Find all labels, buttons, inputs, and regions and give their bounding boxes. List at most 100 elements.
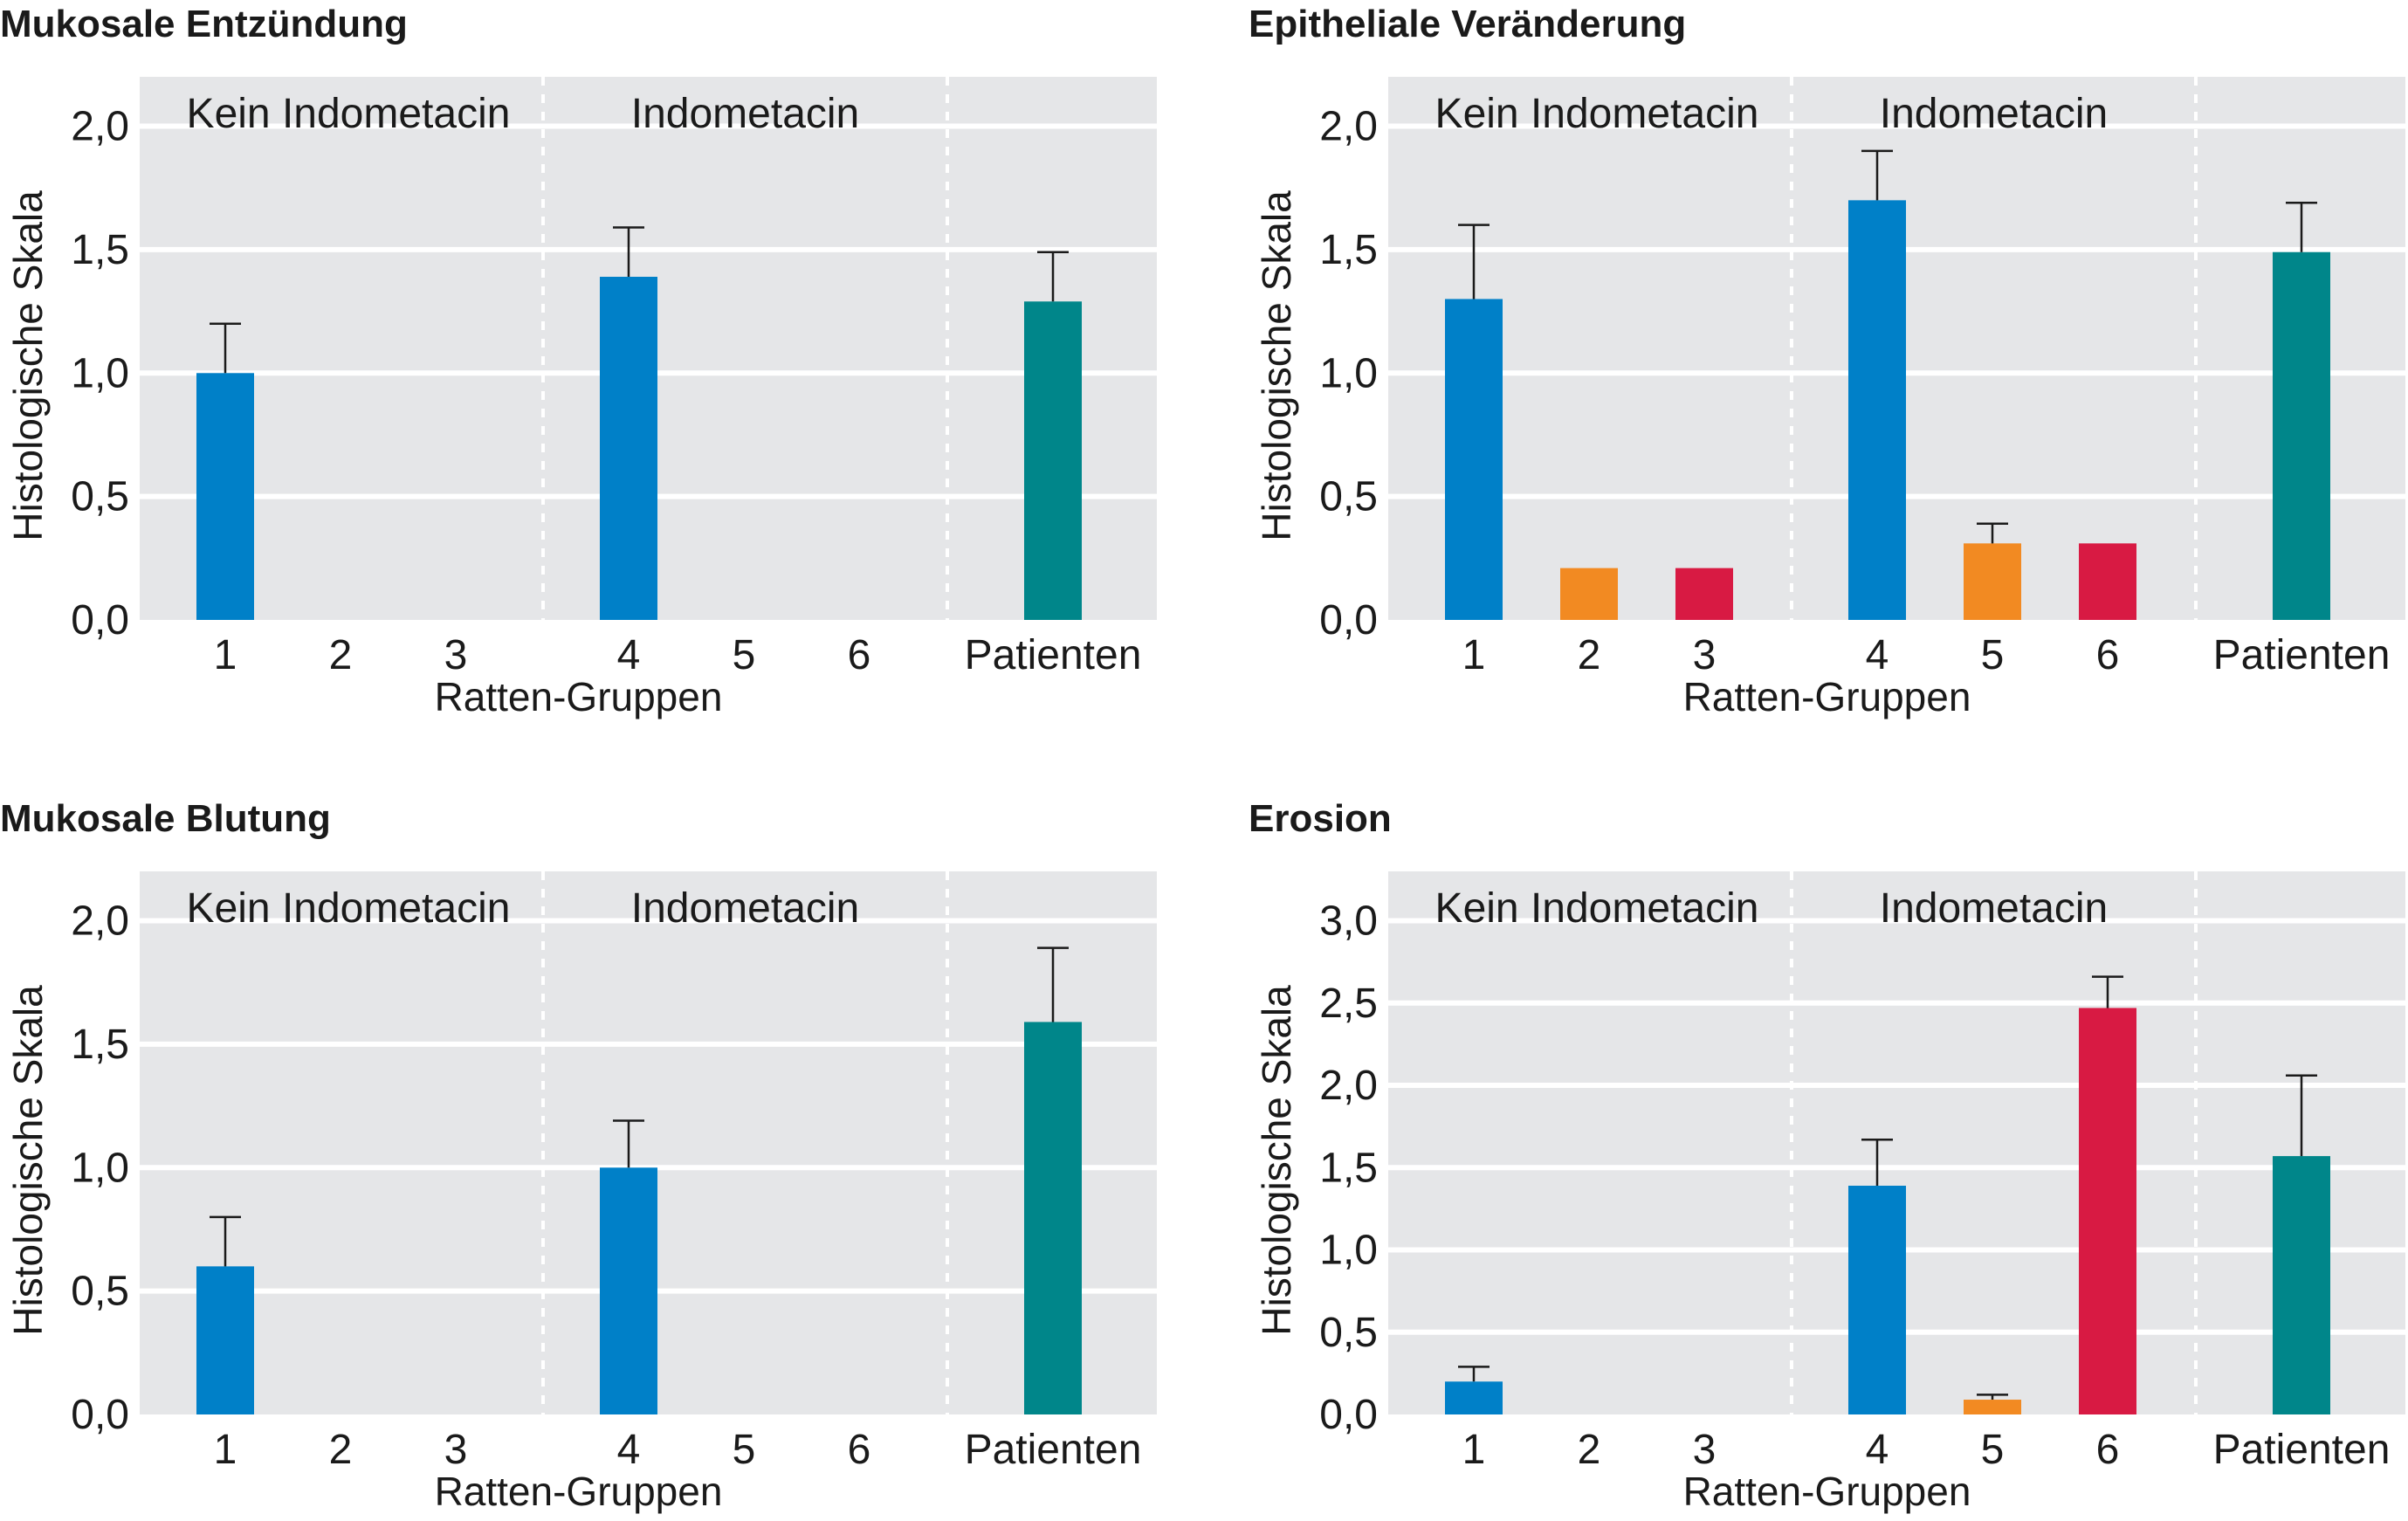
y-tick-label: 1,0 <box>71 1145 129 1191</box>
x-tick-label: 5 <box>733 632 756 678</box>
bar-Patienten <box>1024 1022 1082 1414</box>
x-tick-label: 3 <box>444 632 468 678</box>
group-label: Indometacin <box>1880 91 2109 137</box>
x-tick-label: Patienten <box>965 1427 1142 1473</box>
x-tick-label: 1 <box>1462 1427 1486 1473</box>
bar-Patienten <box>1024 301 1082 620</box>
bar-5 <box>1964 543 2021 620</box>
y-tick-label: 0,5 <box>71 1269 129 1315</box>
group-label: Kein Indometacin <box>187 885 511 932</box>
y-tick-label: 2,5 <box>1319 981 1378 1027</box>
bar-1 <box>1445 1381 1503 1414</box>
error-bar <box>210 322 241 374</box>
y-tick-label: 2,0 <box>1319 104 1378 150</box>
y-tick-label: 0,0 <box>1319 597 1378 644</box>
error-bar <box>613 1119 644 1168</box>
error-bar <box>1037 946 1069 1022</box>
x-tick-label: 5 <box>1981 632 2005 678</box>
y-tick-label: 0,0 <box>71 1392 129 1438</box>
y-axis-label: Histologische Skala <box>1254 190 1299 541</box>
group-label: Kein Indometacin <box>1435 91 1759 137</box>
bar-Patienten <box>2273 251 2330 620</box>
x-tick-label: 1 <box>214 632 237 678</box>
x-tick-label: 3 <box>1693 632 1717 678</box>
x-axis-label: Ratten-Gruppen <box>1683 1469 1971 1514</box>
panel-title: Erosion <box>1249 797 1392 840</box>
error-bar <box>1861 1138 1893 1187</box>
y-tick-label: 0,0 <box>71 597 129 644</box>
bar-1 <box>1445 299 1503 620</box>
error-bar <box>1458 224 1490 299</box>
error-bar <box>613 226 644 278</box>
panel-2: Epitheliale Veränderung 0,0 0,5 1,0 1,5 2,0 Ke… <box>1249 3 2405 719</box>
x-tick-label: 6 <box>848 1427 871 1473</box>
group-label: Indometacin <box>1880 885 2109 932</box>
error-bar <box>2286 201 2317 252</box>
bar-6 <box>2079 543 2136 620</box>
y-tick-label: 0,5 <box>71 474 129 520</box>
panel-title: Mukosale Blutung <box>0 797 331 840</box>
bar-6 <box>2079 1008 2136 1414</box>
x-tick-label: 1 <box>214 1427 237 1473</box>
x-tick-label: 2 <box>329 1427 353 1473</box>
bar-2 <box>1560 568 1618 620</box>
error-bar <box>2092 975 2123 1008</box>
panel-title: Mukosale Entzündung <box>0 3 408 45</box>
group-label: Kein Indometacin <box>1435 885 1759 932</box>
bar-Patienten <box>2273 1156 2330 1414</box>
x-axis-label: Ratten-Gruppen <box>435 1469 723 1514</box>
y-tick-label: 3,0 <box>1319 898 1378 945</box>
bar-4 <box>1848 200 1906 620</box>
error-bar <box>1037 251 1069 302</box>
y-tick-label: 1,0 <box>1319 1228 1378 1274</box>
bar-4 <box>600 1167 657 1414</box>
x-tick-label: 6 <box>2096 1427 2120 1473</box>
x-tick-label: 4 <box>617 1427 641 1473</box>
panel-1: Mukosale Entzündung 0,0 0,5 1,0 1,5 2,0 Kein I… <box>0 3 1157 719</box>
y-axis-label: Histologische Skala <box>1254 985 1299 1336</box>
y-tick-label: 1,5 <box>71 1022 129 1068</box>
group-label: Indometacin <box>631 91 860 137</box>
x-tick-label: 5 <box>1981 1427 2005 1473</box>
panel-3: Mukosale Blutung 0,0 0,5 1,0 1,5 2,0 Kein Indo… <box>0 797 1157 1514</box>
x-tick-label: 2 <box>1578 632 1601 678</box>
x-tick-label: 6 <box>848 632 871 678</box>
bar-4 <box>600 277 657 620</box>
y-tick-label: 1,5 <box>1319 227 1378 273</box>
y-tick-label: 1,0 <box>1319 350 1378 396</box>
x-tick-label: 2 <box>1578 1427 1601 1473</box>
y-tick-label: 1,5 <box>1319 1145 1378 1191</box>
x-axis-label: Ratten-Gruppen <box>1683 674 1971 719</box>
x-tick-label: Patienten <box>2213 1427 2391 1473</box>
y-tick-label: 0,5 <box>1319 474 1378 520</box>
error-bar <box>1977 522 2008 544</box>
y-axis-label: Histologische Skala <box>5 985 51 1336</box>
panel-4: Erosion 0,0 0,5 1,0 1,5 2,0 2,5 3,0 Kein Indomet… <box>1249 797 2405 1514</box>
x-tick-label: 4 <box>1866 1427 1889 1473</box>
error-bar <box>1458 1366 1490 1382</box>
y-tick-label: 0,5 <box>1319 1310 1378 1356</box>
y-tick-label: 1,0 <box>71 350 129 396</box>
bar-1 <box>196 373 254 620</box>
x-tick-label: 4 <box>617 632 641 678</box>
x-tick-label: Patienten <box>965 632 1142 678</box>
y-tick-label: 0,0 <box>1319 1392 1378 1438</box>
y-tick-label: 2,0 <box>1319 1063 1378 1109</box>
x-tick-label: Patienten <box>2213 632 2391 678</box>
group-label: Indometacin <box>631 885 860 932</box>
y-tick-label: 1,5 <box>71 227 129 273</box>
bar-5 <box>1964 1400 2021 1414</box>
x-tick-label: 4 <box>1866 632 1889 678</box>
group-label: Kein Indometacin <box>187 91 511 137</box>
x-tick-label: 6 <box>2096 632 2120 678</box>
error-bar <box>210 1215 241 1267</box>
x-tick-label: 1 <box>1462 632 1486 678</box>
x-axis-label: Ratten-Gruppen <box>435 674 723 719</box>
y-axis-label: Histologische Skala <box>5 190 51 541</box>
error-bar <box>1977 1394 2008 1401</box>
x-tick-label: 3 <box>1693 1427 1717 1473</box>
bar-4 <box>1848 1186 1906 1414</box>
error-bar <box>1861 149 1893 201</box>
y-tick-label: 2,0 <box>71 104 129 150</box>
